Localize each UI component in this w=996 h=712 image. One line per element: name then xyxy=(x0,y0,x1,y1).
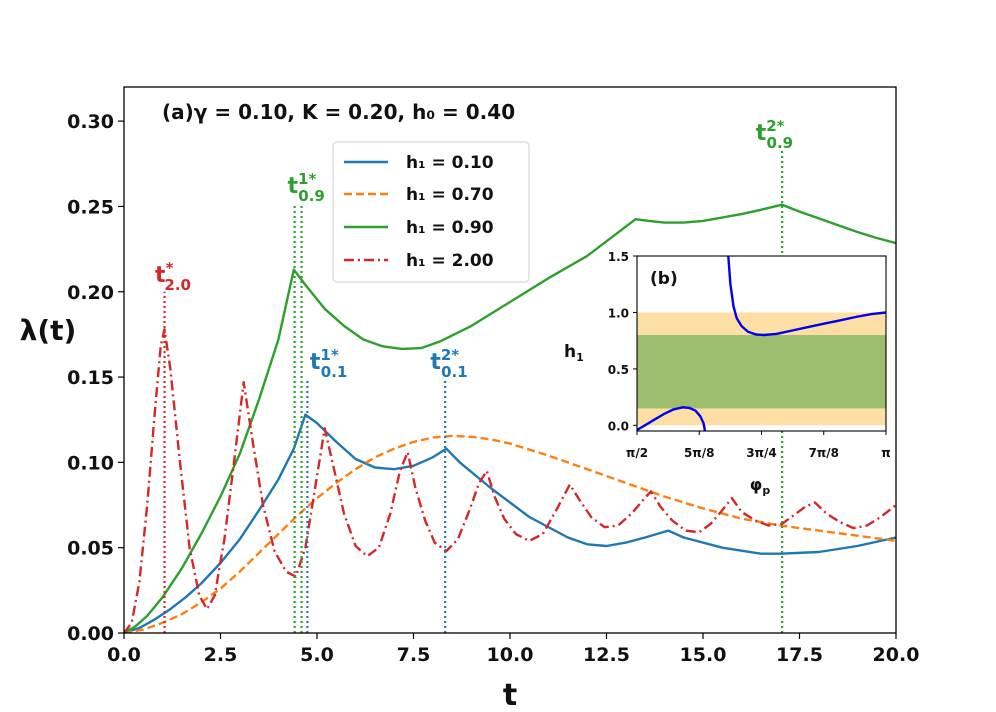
time-marker-label-main: t xyxy=(310,350,321,375)
series-line-0 xyxy=(124,413,896,633)
time-marker-label-3: t2* 0.1 xyxy=(430,346,467,381)
main-y-tick-label: 0.25 xyxy=(67,196,114,218)
time-marker-label-main: t xyxy=(155,263,166,288)
main-x-tick-label: 2.5 xyxy=(204,644,238,666)
main-y-ticks: 0.00 0.05 0.10 0.15 0.20 0.25 0.30 xyxy=(67,111,124,645)
main-y-tick-label: 0.00 xyxy=(67,623,114,645)
time-marker-label-sub: 2.0 xyxy=(164,276,191,294)
legend-box xyxy=(332,141,530,283)
main-y-tick-label: 0.05 xyxy=(67,538,114,560)
legend-label-h1-0.10: h₁ = 0.10 xyxy=(406,153,494,173)
main-x-tick-label: 12.5 xyxy=(583,644,630,666)
inset-y-tick-label: 1.5 xyxy=(608,250,629,264)
inset-chart: π/2 5π/8 3π/4 7π/8 π 0.0 0.5 1.0 1.5 (b) φp h1 xyxy=(564,250,891,497)
inset-x-axis-label-sub: p xyxy=(762,484,770,497)
inset-x-tick-label: π/2 xyxy=(626,446,648,460)
main-x-tick-label: 5.0 xyxy=(300,644,334,666)
series-line-3 xyxy=(124,328,896,633)
series-line-2 xyxy=(124,203,896,633)
inset-x-tick-label: 5π/8 xyxy=(684,446,715,460)
inset-x-tick-label: 7π/8 xyxy=(808,446,839,460)
legend: h₁ = 0.10 h₁ = 0.70 h₁ = 0.90 h₁ = 2.00 xyxy=(332,141,530,283)
main-x-ticks: 0.0 2.5 5.0 7.5 10.0 12.5 15.0 17.5 20.0 xyxy=(107,633,919,666)
main-x-tick-label: 10.0 xyxy=(487,644,534,666)
time-marker-label-0: t* 2.0 xyxy=(155,259,191,294)
inset-y-tick-label: 1.0 xyxy=(608,306,629,320)
time-marker-label-sup: 1* xyxy=(320,346,338,364)
inset-y-axis-label-sub: 1 xyxy=(576,351,584,364)
main-x-tick-label: 20.0 xyxy=(873,644,920,666)
time-marker-label-sup: * xyxy=(166,259,174,277)
time-marker-label-sub: 0.9 xyxy=(767,134,794,152)
main-y-tick-label: 0.20 xyxy=(67,282,114,304)
main-x-axis-label: t xyxy=(503,678,517,712)
main-x-tick-label: 17.5 xyxy=(776,644,823,666)
inset-x-tick-label: 3π/4 xyxy=(746,446,777,460)
time-marker-label-main: t xyxy=(287,174,298,199)
inset-curve-lower-branch xyxy=(637,406,707,431)
inset-x-ticks: π/2 5π/8 3π/4 7π/8 π xyxy=(626,431,891,460)
main-y-tick-label: 0.15 xyxy=(67,367,114,389)
inset-x-axis-label-main: φ xyxy=(750,475,763,494)
panel-a-annotation: (a)γ = 0.10, K = 0.20, h₀ = 0.40 xyxy=(162,100,515,124)
time-marker-label-sub: 0.1 xyxy=(321,363,348,381)
time-marker-label-sub: 0.1 xyxy=(441,363,468,381)
inset-y-tick-label: 0.5 xyxy=(608,363,629,377)
inset-curve-upper-branch xyxy=(727,256,886,337)
time-marker-label-main: t xyxy=(430,350,441,375)
time-marker-label-sup: 1* xyxy=(298,170,316,188)
time-marker-label-main: t xyxy=(756,121,767,146)
inset-y-axis-label-main: h xyxy=(564,342,576,362)
main-chart: t* 2.0t1* 0.9t1* 0.1 t2* 0.1t2* 0.9 0.0 2.5 5.0 7… xyxy=(20,86,919,712)
inset-band-1 xyxy=(637,335,886,409)
panel-b-annotation: (b) xyxy=(650,269,678,289)
main-series-group xyxy=(124,203,896,633)
time-marker-label-2: t1* 0.1 xyxy=(310,346,347,381)
inset-curves-group xyxy=(637,256,886,431)
inset-y-axis-label: h1 xyxy=(564,342,584,364)
main-x-tick-label: 0.0 xyxy=(107,644,141,666)
legend-label-h1-0.70: h₁ = 0.70 xyxy=(406,185,494,205)
main-x-tick-label: 7.5 xyxy=(397,644,431,666)
legend-label-h1-0.90: h₁ = 0.90 xyxy=(406,218,494,238)
time-marker-label-1: t1* 0.9 xyxy=(287,170,324,205)
legend-label-h1-2.00: h₁ = 2.00 xyxy=(406,251,494,271)
inset-y-ticks: 0.0 0.5 1.0 1.5 xyxy=(608,250,637,433)
time-marker-label-sub: 0.9 xyxy=(298,187,325,205)
inset-bands-group xyxy=(637,312,886,426)
main-y-tick-label: 0.10 xyxy=(67,452,114,474)
main-y-tick-label: 0.30 xyxy=(67,111,114,133)
time-marker-label-4: t2* 0.9 xyxy=(756,117,793,152)
main-y-axis-label: λ(t) xyxy=(20,314,77,347)
series-line-1 xyxy=(124,434,896,633)
inset-x-axis-label: φp xyxy=(750,475,771,497)
time-marker-label-sup: 2* xyxy=(441,346,459,364)
inset-y-tick-label: 0.0 xyxy=(608,419,629,433)
inset-x-tick-label: π xyxy=(881,446,891,460)
time-marker-label-sup: 2* xyxy=(766,117,784,135)
main-x-tick-label: 15.0 xyxy=(680,644,727,666)
